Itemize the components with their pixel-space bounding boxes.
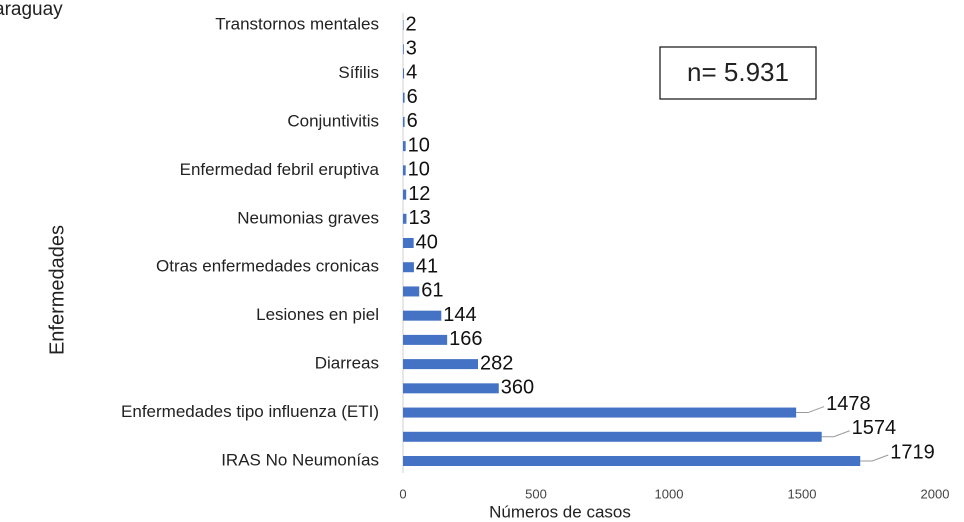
y-tick-label: Lesiones en piel [256,305,379,324]
leader-line [796,406,825,414]
value-label: 1719 [890,441,935,463]
annotation-box [659,46,817,100]
x-tick-label: 0 [399,486,406,501]
bar [403,383,499,394]
y-tick-label: Diarreas [315,354,379,373]
bar [403,141,406,152]
y-tick-label: IRAS No Neumonías [221,450,379,469]
value-label: 3 [406,38,417,60]
value-label: 2 [406,13,417,35]
y-tick-label: Neumonias graves [237,208,379,227]
y-axis-label: Enfermedades [46,225,68,355]
value-label: 1574 [852,417,897,439]
value-label: 4 [406,62,417,84]
value-label: 10 [408,159,430,181]
value-label: 61 [421,280,443,302]
bar [403,213,407,224]
bar [403,431,822,442]
bar [403,286,420,297]
value-label: 13 [408,207,430,229]
bar [403,189,407,200]
x-tick-label: 1000 [655,486,684,501]
value-label: 166 [449,328,482,350]
x-tick-label: 500 [525,486,547,501]
bar [403,334,448,345]
bar [403,262,414,273]
value-label: 6 [407,86,418,108]
y-tick-label: Transtornos mentales [215,14,379,33]
bar [403,310,442,321]
value-label: 144 [443,304,476,326]
value-label: 12 [408,183,430,205]
bar [403,456,861,466]
bar [403,359,479,370]
bar [403,92,405,103]
bar [403,44,404,55]
leader-line [821,430,850,438]
value-label: 10 [408,134,430,156]
value-label: 360 [501,377,534,399]
bar [403,68,405,79]
bar [403,165,406,176]
value-label: 6 [407,110,418,132]
value-label: 1478 [826,393,871,415]
value-label: 41 [416,256,438,278]
chart-title: araguay [0,0,63,20]
x-tick-label: 1500 [788,486,817,501]
x-tick-label: 2000 [921,486,950,501]
bar [403,20,404,30]
leader-line [860,454,889,462]
bar [403,238,414,248]
value-label: 40 [416,231,438,253]
y-tick-label: Enfermedades tipo influenza (ETI) [121,402,379,421]
bar [403,116,405,127]
x-axis-label: Números de casos [489,502,631,521]
annotation: n= 5.931 [687,57,789,87]
y-tick-label: Conjuntivitis [287,111,379,130]
y-tick-label: Enfermedad febril eruptiva [180,160,380,179]
value-label: 282 [480,352,513,374]
y-tick-label: Sífilis [338,63,379,82]
y-tick-label: Otras enfermedades cronicas [156,257,379,276]
bar [403,407,797,418]
